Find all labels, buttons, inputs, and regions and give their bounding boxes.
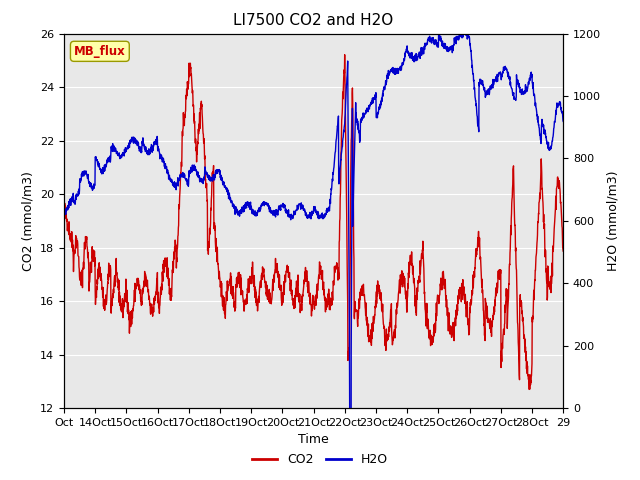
Legend: CO2, H2O: CO2, H2O [247, 448, 393, 471]
Title: LI7500 CO2 and H2O: LI7500 CO2 and H2O [234, 13, 394, 28]
Text: MB_flux: MB_flux [74, 45, 125, 58]
X-axis label: Time: Time [298, 433, 329, 446]
Y-axis label: H2O (mmol/m3): H2O (mmol/m3) [607, 170, 620, 271]
Y-axis label: CO2 (mmol/m3): CO2 (mmol/m3) [22, 171, 35, 271]
